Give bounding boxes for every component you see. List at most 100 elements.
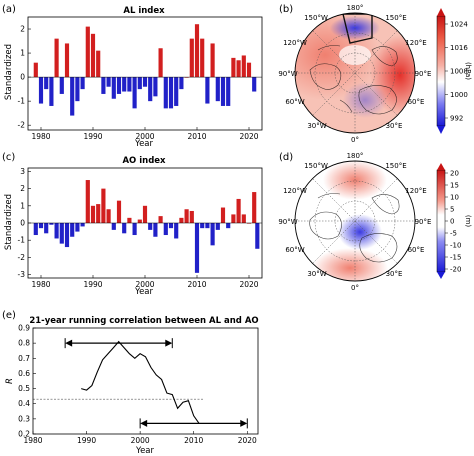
x-tick-label: 1980: [31, 280, 50, 289]
x-tick-label: 2010: [184, 436, 203, 445]
bar: [96, 50, 101, 78]
y-tick-label: 0.7: [18, 354, 30, 363]
bar: [236, 198, 241, 223]
bar: [241, 214, 246, 223]
meridian-label: 0°: [351, 284, 359, 292]
panel-label-b: (b): [279, 4, 293, 15]
bar: [142, 77, 148, 87]
bar: [231, 57, 236, 78]
bar: [116, 77, 122, 94]
x-tick-label: 2020: [239, 280, 258, 289]
bar: [210, 223, 215, 246]
bar: [54, 223, 59, 239]
y-tick-label: 2: [20, 184, 25, 193]
plot-frame-al: [27, 16, 263, 131]
colorbar-extend-bottom: [437, 126, 445, 134]
meridian-label: 90°E: [415, 70, 432, 78]
x-tick-label: 2000: [135, 132, 154, 141]
bar: [122, 77, 127, 92]
bar: [111, 77, 116, 99]
meridian-label: 30°E: [386, 122, 403, 130]
colorbar-tick-label: 20: [450, 169, 459, 177]
arrow-head-right: [165, 339, 173, 347]
colorbar-tick-label: -20: [450, 265, 461, 273]
meridian-label: 0°: [351, 136, 359, 144]
bar: [106, 77, 111, 87]
meridian-label: 180°: [347, 4, 364, 12]
bar: [44, 77, 49, 90]
bar: [163, 77, 168, 109]
y-tick-label: -2: [18, 253, 26, 262]
bar: [252, 192, 257, 223]
x-tick-label: 2010: [187, 132, 206, 141]
colorbar-d: 20 15 10 5 0 -5 -10 -15 -20 (m): [436, 163, 472, 279]
bar: [215, 223, 220, 230]
meridian-label: 120°E: [405, 39, 426, 47]
meridian-label: 30°W: [307, 270, 326, 278]
x-tick-label: 1990: [83, 280, 102, 289]
bar: [226, 223, 231, 229]
low-pressure-atlantic: [343, 82, 387, 118]
meridian-label: 150°W: [304, 14, 328, 22]
x-tick-label: 2020: [239, 132, 258, 141]
bar: [64, 223, 70, 248]
bar: [132, 223, 137, 236]
y-tick-label: 1: [20, 201, 25, 210]
bar: [106, 209, 111, 223]
bar: [96, 204, 101, 223]
colorbar-b: 1024 1016 1008 1000 992 (hPa): [436, 8, 472, 134]
positive-anomaly-atlantic: [312, 248, 388, 281]
y-tick-label: 0.4: [18, 399, 30, 408]
bar: [210, 43, 215, 78]
graticule-d: [295, 161, 415, 281]
bar: [49, 223, 54, 225]
bar: [127, 77, 132, 92]
colorbar-extend-bottom: [437, 272, 445, 279]
bar: [137, 219, 142, 223]
running-correlation-chart: (e) 21-year running correlation between …: [2, 310, 259, 456]
meridian-label: 90°E: [415, 218, 432, 226]
y-tick-label: 0.9: [18, 324, 30, 333]
bar: [246, 223, 252, 224]
colorbar-unit-m: (m): [464, 215, 472, 228]
y-tick-label: 2: [20, 25, 25, 34]
bar: [189, 210, 194, 223]
bar: [132, 77, 137, 109]
x-axis-label-ao: Year: [134, 287, 154, 297]
bar: [158, 48, 163, 78]
x-tick-label: 2000: [131, 436, 150, 445]
y-tick-label: -1: [18, 236, 26, 245]
al-index-chart: (a) AL index Standardized Year 1980 1990 2…: [2, 4, 263, 149]
bar: [246, 62, 252, 78]
x-tick-label: 1990: [77, 436, 96, 445]
colorbar-tick-label: 992: [450, 114, 463, 122]
bar: [220, 207, 226, 223]
bar: [33, 62, 38, 78]
chart-title-ao: AO index: [122, 156, 166, 166]
bar: [122, 223, 127, 234]
bar: [90, 205, 96, 223]
negative-anomaly-arctic: [338, 214, 382, 250]
bar: [59, 223, 64, 244]
colorbar-scale: [436, 169, 446, 273]
plot-frame-ao: [27, 167, 263, 279]
y-tick-label: 1: [20, 49, 25, 58]
ao-index-chart: (c) AO index Standardized Year 1980 1990 2…: [2, 152, 263, 297]
bar: [241, 55, 246, 78]
bar: [101, 188, 106, 223]
map-boundary-b: [294, 12, 416, 134]
bar: [49, 77, 54, 106]
chart-title-al: AL index: [123, 6, 165, 16]
panel-label-d: (d): [279, 152, 293, 163]
bar: [64, 43, 70, 78]
aleutian-box: [342, 13, 373, 44]
bar: [70, 77, 75, 116]
bar: [255, 223, 260, 249]
bar: [184, 77, 189, 78]
colorbar-tick-label: -10: [450, 241, 461, 249]
bar: [205, 223, 210, 229]
y-tick-label: 0.8: [18, 339, 30, 348]
bar: [220, 77, 226, 106]
bar: [137, 77, 142, 90]
